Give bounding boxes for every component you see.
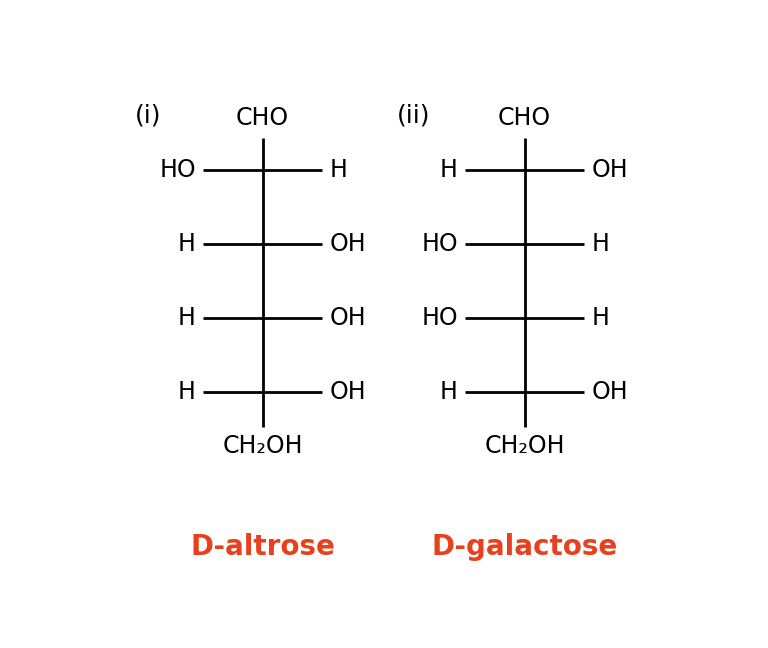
Text: OH: OH	[329, 306, 366, 330]
Text: OH: OH	[329, 380, 366, 404]
Text: (ii): (ii)	[396, 104, 430, 128]
Text: H: H	[591, 232, 609, 256]
Text: OH: OH	[329, 232, 366, 256]
Text: H: H	[178, 380, 196, 404]
Text: CHO: CHO	[236, 106, 290, 130]
Text: H: H	[440, 380, 458, 404]
Text: CH₂OH: CH₂OH	[485, 434, 564, 458]
Text: D-altrose: D-altrose	[190, 533, 335, 561]
Text: (i): (i)	[134, 104, 161, 128]
Text: CHO: CHO	[498, 106, 551, 130]
Text: H: H	[329, 158, 347, 182]
Text: HO: HO	[422, 306, 458, 330]
Text: OH: OH	[591, 158, 627, 182]
Text: H: H	[440, 158, 458, 182]
Text: D-galactose: D-galactose	[432, 533, 617, 561]
Text: H: H	[178, 306, 196, 330]
Text: OH: OH	[591, 380, 627, 404]
Text: H: H	[178, 232, 196, 256]
Text: HO: HO	[160, 158, 196, 182]
Text: CH₂OH: CH₂OH	[223, 434, 303, 458]
Text: HO: HO	[422, 232, 458, 256]
Text: H: H	[591, 306, 609, 330]
